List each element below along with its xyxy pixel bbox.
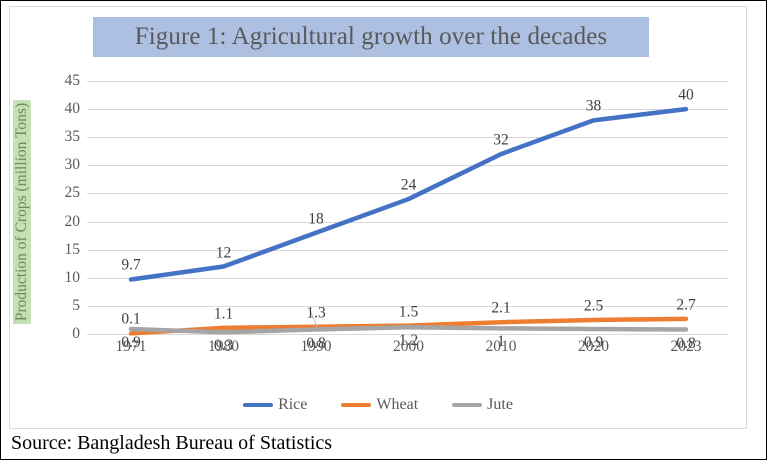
legend-label: Rice (278, 396, 308, 413)
x-axis-tick-labels: 1971 1980 1990 2000 2010 2020 2023 (87, 338, 728, 360)
y-axis-tick: 20 (65, 213, 728, 230)
data-label-rice: 18 (308, 210, 324, 228)
y-axis-tick-label: 20 (64, 212, 81, 230)
y-axis-tick: 30 (65, 156, 728, 173)
data-label-wheat: 1.5 (398, 303, 419, 321)
data-label-jute: 0.8 (676, 334, 696, 352)
chart-legend: Rice Wheat Jute (9, 394, 747, 416)
x-axis-tick-label: 1990 (300, 338, 332, 355)
y-axis-tick: 35 (65, 128, 728, 145)
x-axis-tick-label: 1980 (208, 338, 239, 355)
gridline (87, 165, 728, 167)
legend-swatch-icon (452, 403, 483, 407)
legend-label: Wheat (376, 396, 419, 413)
plot-area: 45 40 35 30 25 20 15 10 5 0 9.7 12 18 24 32 38 40 0.1 1.1… (65, 72, 728, 353)
x-axis-tick-label: 1971 (115, 338, 147, 355)
data-label-jute: 0.3 (213, 337, 234, 355)
legend-swatch-icon (341, 403, 372, 407)
x-axis-tick-label: 2020 (578, 338, 609, 355)
y-axis-tick-label: 35 (64, 128, 81, 146)
y-axis-tick: 0 (72, 325, 728, 342)
y-axis-tick: 5 (72, 297, 728, 314)
y-axis-tick-label: 40 (64, 100, 81, 118)
gridline (87, 137, 728, 139)
y-axis-tick-label: 25 (64, 184, 81, 202)
y-axis-tick-label: 15 (64, 240, 81, 258)
data-label-jute: 0.9 (121, 333, 141, 351)
data-label-rice: 12 (215, 244, 232, 262)
data-label-rice: 40 (678, 86, 694, 104)
gridline (87, 277, 728, 279)
legend-item-jute[interactable]: Jute (452, 396, 513, 414)
y-axis-tick: 45 (65, 72, 728, 89)
x-axis-tick-label: 2023 (670, 338, 702, 355)
data-label-jute: 0.9 (583, 333, 604, 351)
series-layer (128, 106, 689, 336)
y-axis-tick-label: 45 (64, 72, 81, 89)
chart-title: Figure 1: Agricultural growth over the d… (93, 17, 649, 57)
chart-frame (9, 6, 747, 429)
data-label-leader-line (309, 310, 318, 327)
data-label-jute: 0.8 (306, 334, 326, 352)
gridline (87, 109, 728, 111)
data-label-wheat: 0.1 (121, 310, 141, 328)
y-axis-tick: 10 (65, 269, 728, 286)
y-axis-tick-label: 30 (64, 156, 81, 174)
data-label-rice: 9.7 (121, 256, 141, 274)
series-line-rice (128, 106, 689, 282)
data-label-jute: 1 (497, 333, 505, 351)
data-label-rice: 32 (493, 131, 509, 149)
gridline (87, 221, 728, 223)
data-label-wheat: 2.7 (676, 296, 696, 314)
data-label-rice: 38 (585, 97, 602, 115)
y-axis-tick: 15 (65, 241, 728, 258)
gridline (87, 81, 728, 82)
data-label-jute: 1.2 (398, 332, 419, 350)
gridline (87, 305, 728, 307)
legend-swatch-icon (243, 403, 274, 407)
y-axis-tick-label: 5 (72, 296, 80, 314)
data-label-wheat: 2.5 (583, 297, 604, 315)
legend-item-rice[interactable]: Rice (243, 396, 307, 414)
gridline (87, 249, 728, 251)
data-label-rice: 24 (400, 176, 417, 194)
gridline (87, 193, 728, 195)
x-axis-tick-label: 2010 (485, 338, 517, 355)
x-axis-tick-label: 2000 (393, 338, 424, 355)
y-axis-tick-label: 0 (72, 325, 80, 342)
legend-label: Jute (487, 396, 513, 413)
data-label-wheat: 2.1 (491, 299, 511, 317)
legend-item-wheat[interactable]: Wheat (341, 396, 418, 414)
y-axis-title-container: Production of Crops (million Tons) (11, 79, 33, 345)
y-axis-tick: 25 (65, 184, 728, 201)
y-axis-title: Production of Crops (million Tons) (12, 99, 32, 325)
y-axis-tick-label: 10 (64, 268, 81, 286)
source-caption: Source: Bangladesh Bureau of Statistics (11, 432, 333, 454)
gridline (87, 334, 728, 335)
data-label-wheat: 1.3 (306, 304, 326, 322)
data-label-wheat: 1.1 (213, 305, 234, 323)
y-axis-tick: 40 (65, 100, 728, 117)
series-line-jute (128, 325, 689, 335)
